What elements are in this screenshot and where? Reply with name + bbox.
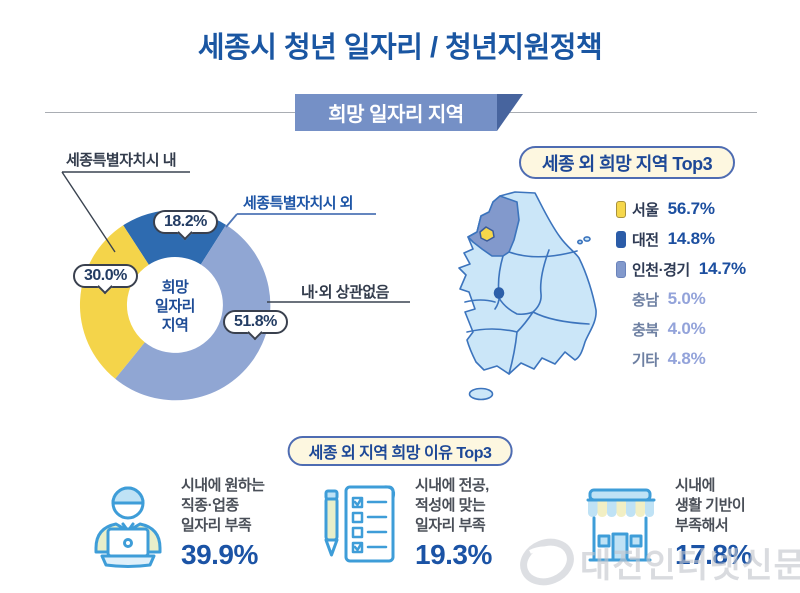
legend-swatch-empty [616,351,626,368]
donut-center-line: 지역 [161,317,189,334]
legend-swatch-incheon-gyeonggi [616,260,626,278]
donut-center-label: 희망 일자리 지역 [115,278,235,335]
legend-label: 서울 [632,201,659,219]
reason-line: 일자리 부족 [181,517,252,534]
map-islet [577,239,584,245]
ribbon-fold-icon [497,94,523,131]
reason-item-living-base: 시내에 생활 기반이 부족해서 17.8% [580,472,752,574]
reason-item-jobs: 시내에 원하는 직종·업종 일자리 부족 39.9% [86,472,265,574]
legend-row-daejeon: 대전 14.8% [616,226,746,252]
legend-value: 5.0% [667,289,706,308]
reason-item-major: 시내에 전공, 적성에 맞는 일자리 부족 19.3% [320,472,492,574]
reason-value: 17.8% [675,539,752,570]
map-islet [583,236,591,242]
legend-value: 56.7% [667,199,715,218]
value-bubble-no-preference: 51.8% [223,310,288,334]
legend-row-incheon-gyeonggi: 인천·경기 14.7% [616,256,746,282]
legend-value: 4.0% [667,319,706,338]
reason-line: 일자리 부족 [415,517,486,534]
reason-line: 시내에 [675,477,715,494]
storefront-icon [586,488,656,562]
label-no-preference: 내·외 상관없음 [301,284,389,301]
legend-swatch-daejeon [616,230,626,248]
label-inside-sejong: 세종특별자치시 내 [66,152,177,169]
south-korea-map [458,191,597,401]
map-region-seoul [479,226,495,242]
checklist-pen-icon [324,485,396,563]
legend-label: 충북 [632,321,659,339]
value-bubble-outside: 18.2% [153,210,218,234]
legend-label: 기타 [632,351,659,369]
legend-value: 14.7% [698,259,746,278]
page-title: 세종시 청년 일자리 / 청년지원정책 [197,32,603,64]
reason-line: 부족해서 [675,517,729,534]
badge-region-top3: 세종 외 희망 지역 Top3 [519,146,736,179]
worker-laptop-icon [94,486,162,568]
legend-swatch-empty [616,291,626,308]
reason-line: 생활 기반이 [675,497,746,514]
label-outside-sejong: 세종특별자치시 외 [243,195,354,212]
donut-center-line: 일자리 [155,298,195,315]
reason-line: 적성에 맞는 [415,497,486,514]
legend-row-etc: 기타 4.8% [616,346,746,372]
badge-reason-top3: 세종 외 지역 희망 이유 Top3 [287,436,513,466]
map-jeju-island [468,387,494,401]
donut-hole [129,259,221,351]
region-legend: 서울 56.7% 대전 14.8% 인천·경기 14.7% 충남 5.0% 충북… [616,196,746,376]
legend-swatch-empty [616,321,626,338]
watermark-logo-icon [520,538,574,586]
section-ribbon: 희망 일자리 지역 [295,94,497,131]
legend-value: 4.8% [667,349,706,368]
legend-label: 대전 [632,231,659,249]
reason-text: 시내에 전공, 적성에 맞는 일자리 부족 19.3% [415,472,492,571]
reason-text: 시내에 원하는 직종·업종 일자리 부족 39.9% [181,472,265,571]
reason-text: 시내에 생활 기반이 부족해서 17.8% [675,472,752,571]
legend-label: 인천·경기 [632,261,690,279]
legend-row-seoul: 서울 56.7% [616,196,746,222]
legend-value: 14.8% [667,229,715,248]
reason-value: 19.3% [415,539,492,570]
legend-row-chungnam: 충남 5.0% [616,286,746,312]
reason-value: 39.9% [181,539,258,570]
reason-line: 직종·업종 [181,497,239,514]
map-region-daejeon [493,287,505,299]
donut-center-line: 희망 [161,279,189,296]
value-bubble-inside: 30.0% [73,264,138,288]
legend-row-chungbuk: 충북 4.0% [616,316,746,342]
reason-line: 시내에 전공, [415,477,489,494]
legend-label: 충남 [632,291,659,309]
donut-slice-any [115,224,271,401]
map-region-gyeonggi [467,195,520,257]
legend-swatch-seoul [616,200,626,218]
reason-line: 시내에 원하는 [181,477,265,494]
